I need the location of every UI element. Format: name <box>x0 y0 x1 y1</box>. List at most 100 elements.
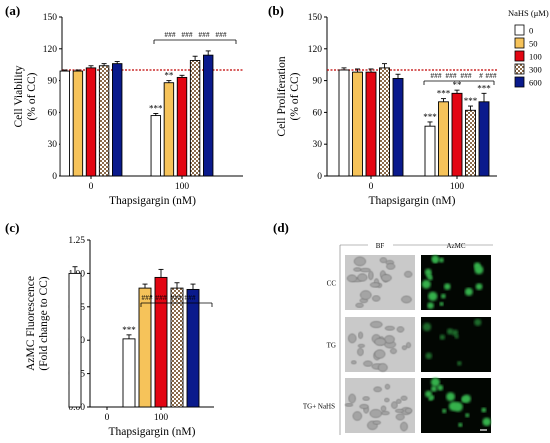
panel-label: (a) <box>5 3 20 18</box>
bf-cell <box>395 413 405 421</box>
significance-stars: ** <box>164 71 174 81</box>
azmc-cell <box>451 329 459 336</box>
bf-cell <box>374 349 386 359</box>
azmc-cell <box>443 283 451 290</box>
azmc-cell <box>446 392 456 402</box>
bf-cell <box>373 386 382 393</box>
azmc-cell <box>481 407 487 413</box>
azmc-cell <box>425 352 433 360</box>
bar <box>72 70 84 177</box>
significance-stars: *** <box>149 103 163 113</box>
hash-significance: ### <box>215 30 227 39</box>
bf-cell <box>344 403 354 407</box>
bar <box>352 71 363 177</box>
hash-significance: ### <box>184 293 196 302</box>
bf-cell <box>400 421 408 432</box>
hash-significance: ### <box>141 293 153 302</box>
panel-label: (d) <box>273 220 289 235</box>
azmc-cell <box>430 377 440 387</box>
azmc-cell <box>437 384 444 391</box>
bf-cell <box>401 345 408 350</box>
column-label: BF <box>376 242 385 250</box>
x-tick-label: 0 <box>89 182 94 192</box>
bf-cell <box>368 270 374 280</box>
bf-cell <box>372 420 381 425</box>
azmc-cell <box>458 422 463 427</box>
azmc-cell <box>429 395 435 400</box>
bf-cell <box>400 395 408 401</box>
y-tick-label: 0.00 <box>68 403 85 413</box>
bf-cell <box>384 335 395 344</box>
legend-entry: 300 <box>529 65 542 75</box>
bf-cell <box>369 409 382 418</box>
legend-swatch <box>514 50 525 62</box>
legend-swatch <box>514 24 525 36</box>
y-axis-title: Cell Proliferation <box>276 56 288 136</box>
bf-cell <box>401 295 412 304</box>
azmc-cell <box>428 291 438 301</box>
azmc-cell <box>428 275 433 281</box>
hash-significance: ### <box>430 71 442 80</box>
y-tick-label: 30 <box>313 140 323 150</box>
bar <box>438 101 449 177</box>
bar <box>98 65 110 177</box>
bf-cell <box>372 295 381 302</box>
bf-cell <box>355 302 364 308</box>
bar <box>189 60 201 177</box>
x-axis-title: Thapsigargin (nM) <box>109 426 196 438</box>
y-axis-title: (% of CC) <box>289 72 301 120</box>
y-tick-label: 150 <box>308 13 323 23</box>
bar <box>478 101 490 177</box>
bar <box>202 54 214 177</box>
bf-cell <box>359 404 369 409</box>
azmc-image <box>421 377 491 433</box>
bf-cell <box>404 271 413 278</box>
azmc-cell <box>438 257 444 263</box>
legend-title: NaHS (μM) <box>508 8 549 18</box>
azmc-cell <box>464 287 473 296</box>
y-tick-label: 30 <box>48 140 58 150</box>
bar <box>424 125 436 177</box>
bf-cell <box>384 397 390 403</box>
bf-cell <box>391 401 398 409</box>
significance-stars: ** <box>453 80 463 90</box>
row-label: CC <box>327 280 337 288</box>
bar <box>176 76 188 177</box>
azmc-cell <box>473 262 481 270</box>
bf-cell <box>358 331 363 339</box>
azmc-cell <box>474 318 482 326</box>
bf-cell <box>370 321 383 328</box>
hash-significance: ### <box>170 293 182 302</box>
bf-cell <box>348 333 357 344</box>
bf-cell <box>384 384 391 390</box>
x-tick-label: 0 <box>369 182 374 192</box>
x-tick-label: 0 <box>105 413 110 423</box>
azmc-background <box>421 317 491 372</box>
azmc-cell <box>431 255 440 263</box>
bf-cell <box>378 363 388 372</box>
bf-cell <box>381 274 392 282</box>
hash-significance: ### <box>485 71 497 80</box>
y-tick-label: 60 <box>313 108 323 118</box>
hash-significance: ### <box>181 30 193 39</box>
bf-cell <box>396 326 405 333</box>
bar <box>163 82 175 177</box>
bar <box>170 287 184 408</box>
azmc-cell <box>465 413 470 418</box>
y-tick-label: 120 <box>308 45 323 55</box>
bf-cell <box>352 411 362 421</box>
bf-cell <box>357 343 365 348</box>
x-tick-label: 100 <box>450 182 465 192</box>
legend-entry: 50 <box>529 39 538 49</box>
azmc-cell <box>442 408 447 414</box>
azmc-cell <box>427 302 434 309</box>
x-tick-label: 100 <box>175 182 190 192</box>
bf-cell <box>390 348 397 354</box>
panel-d-micrographs: (d) BF AzMC CC TG TG+ NaHS <box>273 220 493 435</box>
bar <box>111 63 123 177</box>
azmc-cell <box>439 334 445 340</box>
